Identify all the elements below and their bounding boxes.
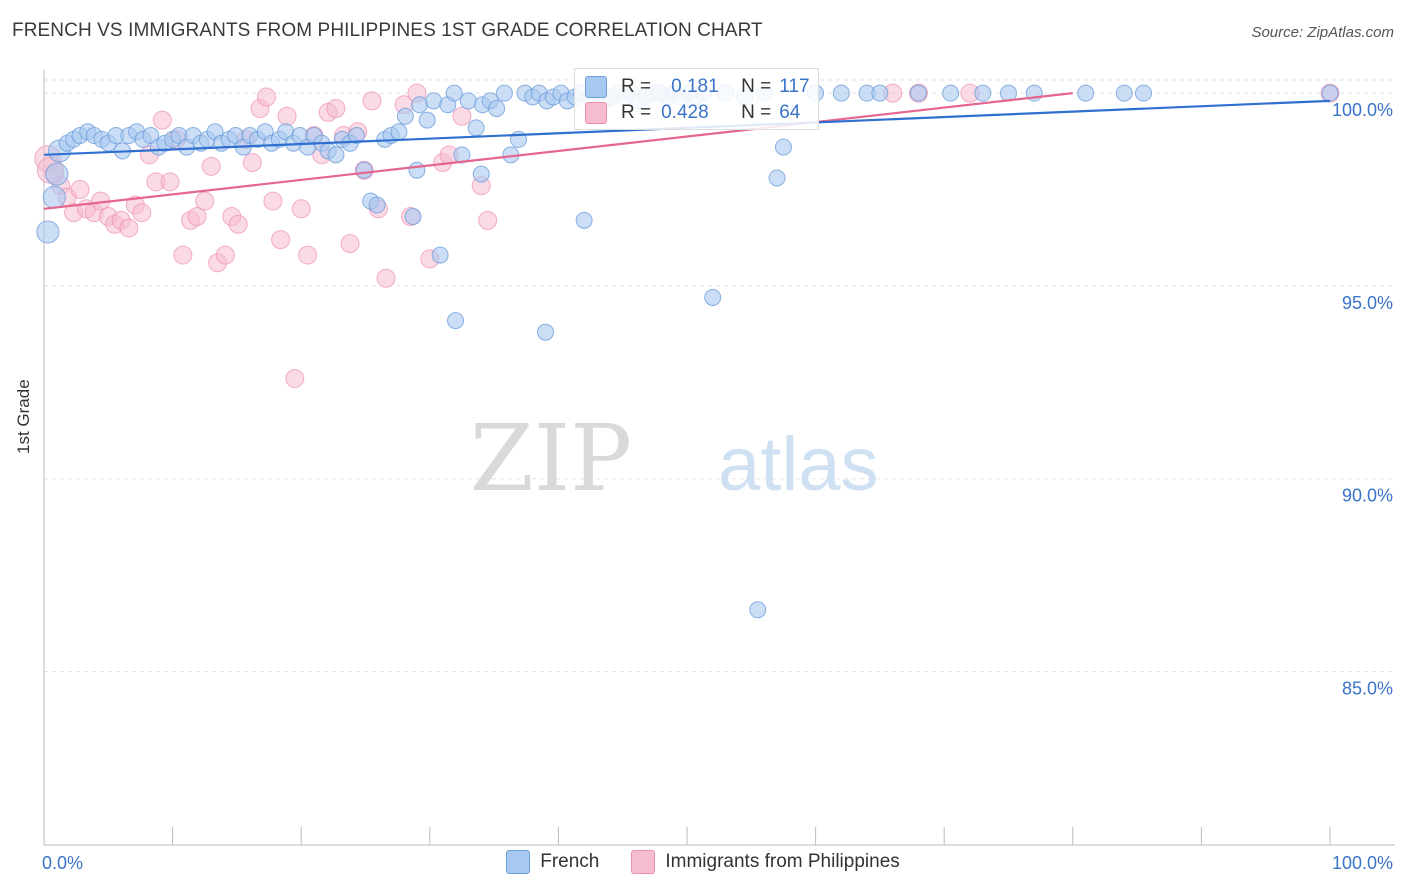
french-point: [42, 185, 66, 209]
french-r-value: 0.181: [671, 76, 719, 97]
french-point: [942, 84, 960, 102]
phil-point: [215, 245, 235, 265]
french-point: [390, 123, 408, 141]
y-tick-label: 85.0%: [1342, 678, 1393, 698]
french-point: [832, 84, 850, 102]
phil-point: [119, 218, 139, 238]
legend: French Immigrants from Philippines: [0, 850, 1406, 874]
french-point: [774, 138, 792, 156]
french-point: [431, 246, 449, 264]
french-point: [749, 601, 767, 619]
y-tick-label: 95.0%: [1342, 293, 1393, 313]
french-point: [871, 84, 889, 102]
legend-label-french: French: [540, 851, 600, 872]
french-point: [445, 84, 463, 102]
french-point: [537, 323, 555, 341]
legend-swatch-french: [506, 850, 531, 874]
french-point: [1115, 84, 1133, 102]
french-point: [472, 165, 490, 183]
legend-item-french[interactable]: French: [506, 850, 599, 874]
french-point: [355, 161, 373, 179]
tick-labels: 85.0% 90.0% 95.0% 100.0% 0.0% 100.0%: [42, 100, 1393, 873]
legend-item-phil[interactable]: Immigrants from Philippines: [631, 850, 900, 874]
stats-legend: R = 0.181 N = 117 R = 0.428 N = 64: [574, 68, 819, 130]
french-point: [575, 211, 593, 229]
french-point: [418, 111, 436, 129]
phil-r-value: 0.428: [661, 102, 709, 123]
french-point: [1135, 84, 1153, 102]
x-tick-label-min: 0.0%: [42, 853, 83, 873]
french-n-label: N =: [741, 76, 772, 97]
stats-swatch-french: [585, 76, 607, 98]
french-point: [425, 92, 443, 110]
french-point: [1321, 84, 1339, 102]
phil-point: [340, 234, 360, 254]
french-point: [488, 100, 506, 118]
french-point: [974, 84, 992, 102]
french-point: [36, 220, 60, 244]
phil-point: [228, 214, 248, 234]
watermark-atlas: atlas: [718, 422, 879, 507]
phil-n-label: N =: [741, 102, 772, 123]
phil-point: [285, 368, 305, 388]
french-point: [909, 84, 927, 102]
phil-point: [376, 268, 396, 288]
french-point: [45, 162, 69, 186]
french-point: [396, 107, 414, 125]
x-tick-label-max: 100.0%: [1332, 853, 1393, 873]
phil-point: [132, 203, 152, 223]
phil-point: [160, 172, 180, 192]
french-point: [447, 312, 465, 330]
legend-swatch-phil: [631, 850, 656, 874]
phil-point: [326, 99, 346, 119]
french-point: [495, 84, 513, 102]
french-point: [768, 169, 786, 187]
phil-point: [195, 191, 215, 211]
source-label: Source: ZipAtlas.com: [1251, 24, 1394, 41]
phil-n-value: 64: [779, 102, 801, 123]
phil-point: [277, 106, 297, 126]
french-point: [408, 161, 426, 179]
phil-point: [70, 180, 90, 200]
stats-swatch-phil: [585, 102, 607, 124]
french-point: [467, 119, 485, 137]
y-axis-label: 1st Grade: [14, 379, 33, 454]
stats-row-french: R = 0.181 N = 117: [585, 74, 810, 100]
french-point: [1077, 84, 1095, 102]
french-n-value: 117: [779, 76, 810, 97]
french-point: [404, 208, 422, 226]
phil-r-label: R =: [621, 102, 652, 123]
y-tick-label: 90.0%: [1342, 486, 1393, 506]
phil-point: [201, 156, 221, 176]
french-point: [411, 96, 429, 114]
chart-title: FRENCH VS IMMIGRANTS FROM PHILIPPINES 1S…: [12, 20, 763, 41]
french-r-label: R =: [621, 76, 652, 97]
legend-label-phil: Immigrants from Philippines: [665, 851, 900, 872]
phil-point: [452, 106, 472, 126]
phil-point: [256, 87, 276, 107]
phil-point: [263, 191, 283, 211]
phil-point: [271, 230, 291, 250]
phil-point: [242, 153, 262, 173]
phil-point: [478, 210, 498, 230]
french-point: [704, 288, 722, 306]
y-tick-label: 100.0%: [1332, 100, 1393, 120]
watermark-zip: ZIP: [470, 405, 632, 512]
phil-point: [291, 199, 311, 219]
phil-point: [173, 245, 193, 265]
french-point: [347, 127, 365, 145]
phil-point: [152, 110, 172, 130]
phil-point: [362, 91, 382, 111]
french-point: [459, 92, 477, 110]
phil-point: [187, 207, 207, 227]
french-point: [368, 196, 386, 214]
phil-point: [298, 245, 318, 265]
french-point: [327, 146, 345, 164]
stats-row-phil: R = 0.428 N = 64: [585, 100, 800, 126]
french-points: [36, 84, 1339, 619]
phil-trend-line: [43, 92, 1073, 210]
